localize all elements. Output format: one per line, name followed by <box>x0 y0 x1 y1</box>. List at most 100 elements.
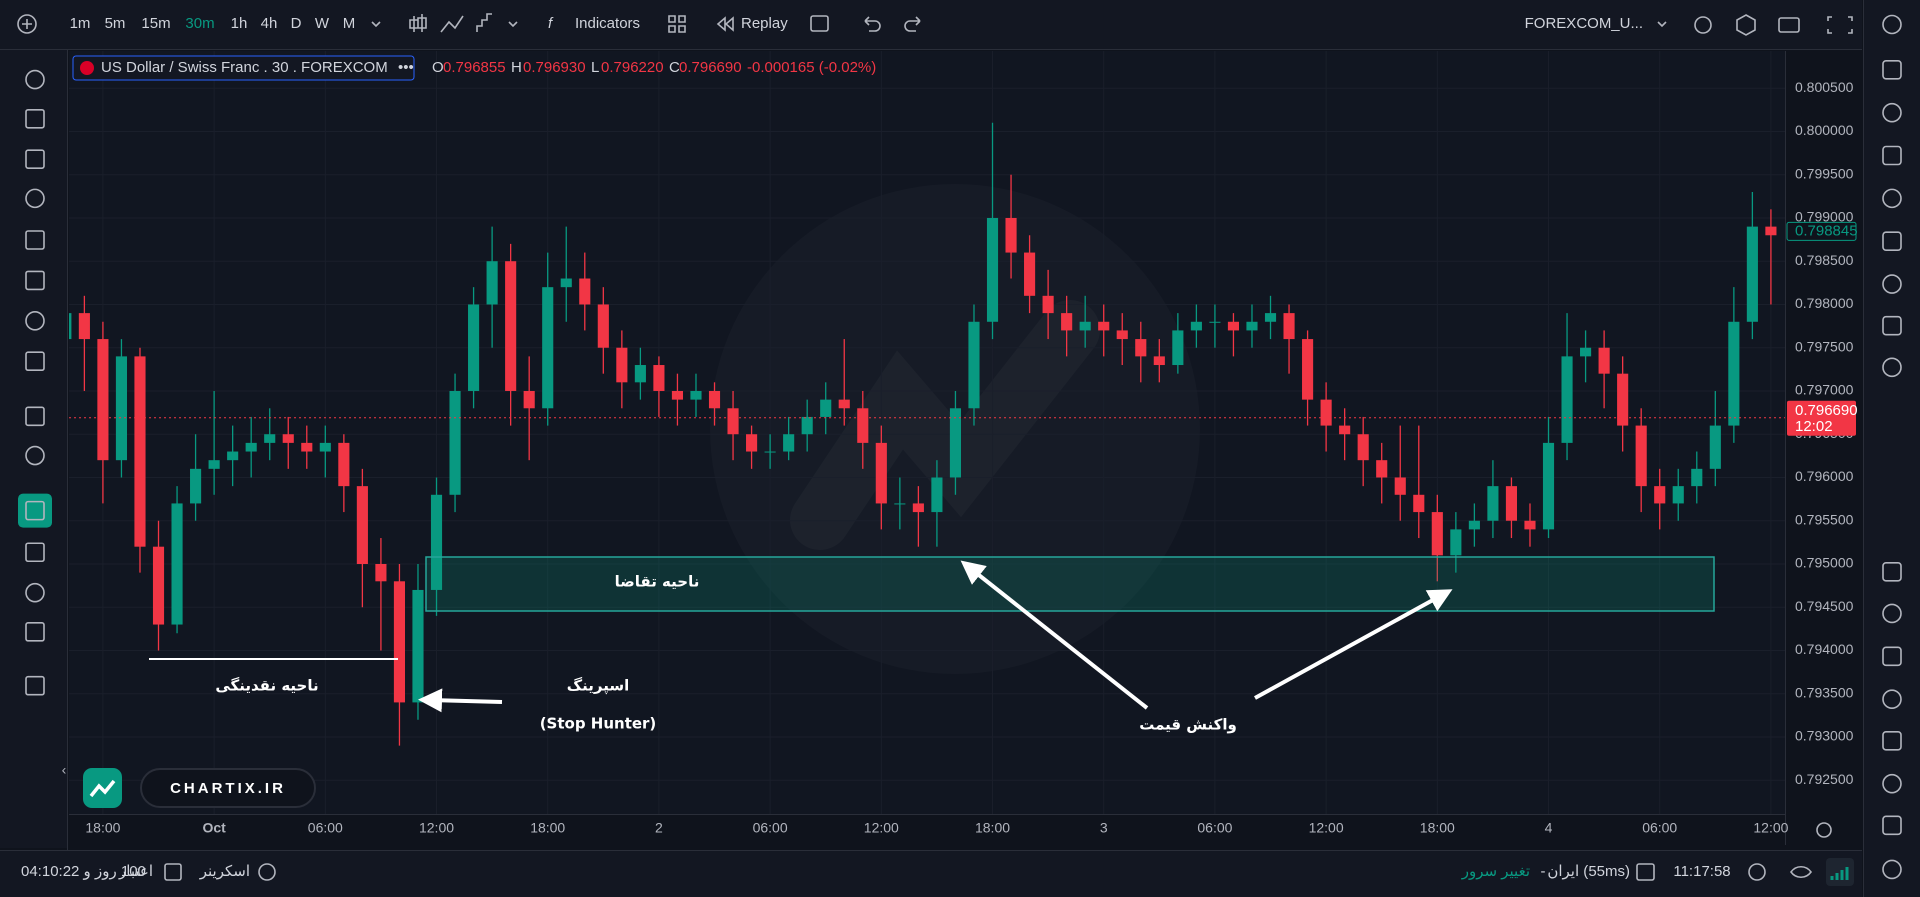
candle-body <box>468 304 480 391</box>
sidebar-icon[interactable] <box>1882 859 1902 880</box>
tool-icon[interactable] <box>25 582 45 603</box>
candle-body <box>820 399 832 417</box>
interval-button[interactable]: M <box>343 15 356 32</box>
candle-body <box>78 313 90 340</box>
fx-icon[interactable]: f <box>548 15 554 32</box>
symbol-box[interactable] <box>72 55 415 81</box>
candle-body <box>894 503 906 505</box>
tool-icon[interactable] <box>25 69 45 90</box>
reaction-arrow <box>960 560 1149 710</box>
interval-button[interactable]: 5m <box>105 15 126 32</box>
candles-icon[interactable] <box>409 14 427 32</box>
candle-body <box>1468 520 1480 530</box>
h-key: H <box>511 59 522 76</box>
tool-icon[interactable] <box>25 270 45 291</box>
sidebar-icon[interactable] <box>1882 689 1902 709</box>
x-tick-label: Oct <box>202 820 226 836</box>
replay-icon[interactable] <box>716 16 734 32</box>
chevron[interactable] <box>508 21 518 28</box>
rect-icon[interactable] <box>810 15 829 32</box>
add-symbol-icon[interactable] <box>17 14 37 34</box>
sidebar-icon[interactable] <box>1882 357 1902 378</box>
brand-pill <box>140 768 316 808</box>
sidebar-icon[interactable] <box>1882 274 1902 294</box>
c-key: C <box>669 59 680 76</box>
sidebar-icon[interactable] <box>1882 731 1902 751</box>
candle-body <box>1505 486 1518 521</box>
undo-icon[interactable] <box>864 16 881 32</box>
fullscreen-icon[interactable] <box>1827 16 1853 34</box>
sidebar-icon[interactable] <box>1882 562 1902 582</box>
indicators-button[interactable]: Indicators <box>575 15 640 32</box>
screener-label[interactable]: اسکرینر <box>199 863 250 880</box>
candle-body <box>523 390 535 409</box>
axis-settings-icon[interactable] <box>1816 822 1832 838</box>
refresh-icon[interactable] <box>1748 863 1766 881</box>
sidebar-icon[interactable] <box>1882 815 1902 836</box>
candle-body <box>653 365 665 391</box>
interval-button[interactable]: 4h <box>261 15 278 32</box>
tool-icon[interactable] <box>25 351 45 372</box>
tool-icon[interactable] <box>25 500 45 521</box>
tool-icon[interactable] <box>25 108 45 129</box>
sidebar-icon[interactable] <box>1882 188 1902 209</box>
line-icon[interactable] <box>440 15 464 33</box>
add-symbol-icon[interactable] <box>22 19 32 29</box>
tool-icon[interactable] <box>25 542 45 563</box>
sidebar-icon[interactable] <box>1882 603 1902 624</box>
symbol-title: US Dollar / Swiss Franc . 30 . FOREXCOM <box>101 59 388 76</box>
interval-button[interactable]: W <box>315 15 330 32</box>
sidebar-icon[interactable] <box>1882 102 1902 123</box>
sidebar-icon[interactable] <box>1882 646 1902 667</box>
tool-icon[interactable] <box>25 230 45 250</box>
calendar-icon[interactable] <box>164 863 182 881</box>
replay-button[interactable]: Replay <box>741 15 788 32</box>
sidebar-icon[interactable] <box>1882 14 1902 35</box>
layouts-icon[interactable] <box>668 15 686 33</box>
interval-button[interactable]: 15m <box>141 15 170 32</box>
x-tick-label: 18:00 <box>1420 820 1455 836</box>
eye-icon[interactable] <box>1790 865 1812 879</box>
tool-icon[interactable] <box>25 675 45 696</box>
sidebar-icon[interactable] <box>1882 315 1902 336</box>
tool-icon[interactable] <box>25 622 45 642</box>
tool-icon[interactable] <box>25 311 45 331</box>
chart-type-icon[interactable] <box>476 13 492 32</box>
candle-body <box>393 581 406 703</box>
interval-button[interactable]: D <box>291 15 302 32</box>
interval-button[interactable]: 1h <box>231 15 248 32</box>
candle-body <box>764 451 776 453</box>
candle-body <box>857 408 869 443</box>
spring-arrow <box>418 688 503 713</box>
candle-body <box>1061 313 1073 331</box>
interval-button[interactable]: 1m <box>70 15 91 32</box>
status-bar <box>0 851 1862 897</box>
more-button[interactable]: ••• <box>398 59 414 76</box>
server-icon <box>1636 863 1655 881</box>
tool-icon[interactable] <box>25 149 45 169</box>
chevron[interactable] <box>371 21 381 28</box>
tool-icon[interactable] <box>25 188 45 209</box>
sidebar-icon[interactable] <box>1882 231 1902 252</box>
redo-icon[interactable] <box>904 16 921 32</box>
x-tick-label: 2 <box>655 820 663 836</box>
symbol-name[interactable]: FOREXCOM_U... <box>1525 15 1643 32</box>
tool-icon[interactable] <box>25 406 45 427</box>
camera-icon[interactable] <box>1778 17 1800 33</box>
candle-body <box>986 217 999 322</box>
collapse-arrow[interactable]: ‹ <box>62 762 67 778</box>
change-server[interactable]: تغییر سرور <box>1461 863 1530 880</box>
candle-body <box>579 278 591 305</box>
sidebar-icon[interactable] <box>1882 59 1902 80</box>
screener-icon[interactable] <box>258 863 276 881</box>
interval-button[interactable]: 30m <box>185 15 214 32</box>
chevron[interactable] <box>1657 21 1667 28</box>
candle-body <box>208 460 220 469</box>
separator: - <box>1541 863 1546 880</box>
intervals: 1m 5m 15m 30m 1h 4h D W M <box>70 15 356 32</box>
settings-icon[interactable] <box>1736 14 1756 36</box>
sidebar-icon[interactable] <box>1882 145 1902 166</box>
alert-icon[interactable] <box>1694 16 1712 34</box>
tool-icon[interactable] <box>25 445 45 466</box>
sidebar-icon[interactable] <box>1882 773 1902 794</box>
